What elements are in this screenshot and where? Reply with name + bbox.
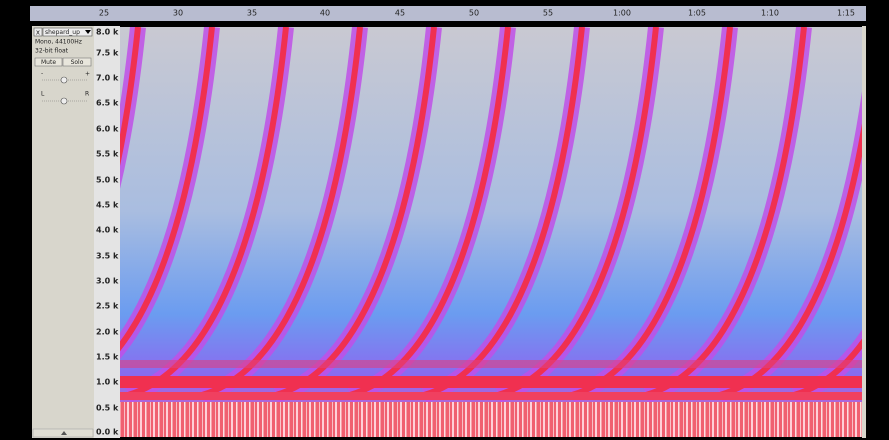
frequency-label: 4.0 k [96, 226, 119, 235]
harmonic-band [120, 376, 862, 388]
track-panel [32, 26, 94, 438]
frequency-label: 0.0 k [96, 428, 119, 437]
track-name: shepard_up [45, 29, 80, 36]
track-info: 32-bit float [35, 48, 69, 55]
frequency-label: 4.5 k [96, 201, 119, 210]
ruler-label: 30 [173, 9, 183, 18]
frequency-label: 2.0 k [96, 328, 119, 337]
track-edge [862, 26, 866, 438]
frequency-label: 1.0 k [96, 378, 119, 387]
track-info: Mono, 44100Hz [35, 39, 82, 46]
frequency-label: 0.5 k [96, 404, 119, 413]
frequency-label: 5.5 k [96, 150, 119, 159]
ruler-label: 1:00 [613, 9, 631, 18]
ruler-label: 1:10 [761, 9, 779, 18]
mute-label: Mute [41, 59, 56, 66]
ruler-label: 45 [395, 9, 405, 18]
harmonic-band [120, 392, 862, 400]
frequency-label: 6.5 k [96, 99, 119, 108]
gain-max: + [85, 71, 90, 78]
ruler-label: 35 [247, 9, 257, 18]
close-label: x [36, 29, 40, 37]
frequency-label: 2.5 k [96, 302, 119, 311]
frequency-label: 8.0 k [96, 28, 119, 37]
ruler-label: 55 [543, 9, 553, 18]
ruler-label: 40 [320, 9, 330, 18]
solo-label: Solo [71, 59, 84, 66]
pan-right: R [85, 91, 89, 98]
pan-slider[interactable] [61, 98, 67, 104]
harmonic-band [120, 360, 862, 368]
ruler-label: 50 [469, 9, 479, 18]
frequency-label: 6.0 k [96, 125, 119, 134]
frequency-label: 3.0 k [96, 277, 119, 286]
timeline-ruler[interactable] [30, 6, 866, 21]
low-noise [120, 402, 862, 437]
ruler-label: 25 [99, 9, 109, 18]
frequency-label: 5.0 k [96, 176, 119, 185]
ruler-label: 1:15 [837, 9, 855, 18]
frequency-label: 7.5 k [96, 49, 119, 58]
frequency-label: 7.0 k [96, 74, 119, 83]
gain-slider[interactable] [61, 77, 67, 83]
audacity-window: 25 30 35 40 45 50 55 1:00 1:05 1:10 1:15… [0, 0, 889, 440]
frequency-label: 1.5 k [96, 353, 119, 362]
gain-min: - [41, 71, 43, 78]
spectrogram[interactable] [0, 27, 889, 437]
ruler-label: 1:05 [688, 9, 706, 18]
frequency-label: 3.5 k [96, 252, 119, 261]
